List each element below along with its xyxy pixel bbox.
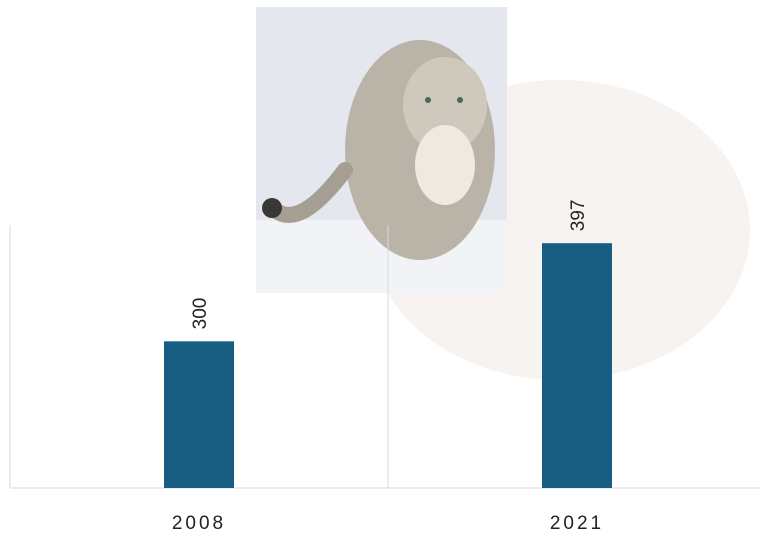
x-tick-label: 2008 [172,513,226,534]
photo [256,7,507,293]
value-label: 397 [568,200,589,232]
bar [164,341,234,488]
value-label: 300 [190,298,211,330]
x-tick-label: 2021 [550,513,604,534]
bar [542,243,612,488]
